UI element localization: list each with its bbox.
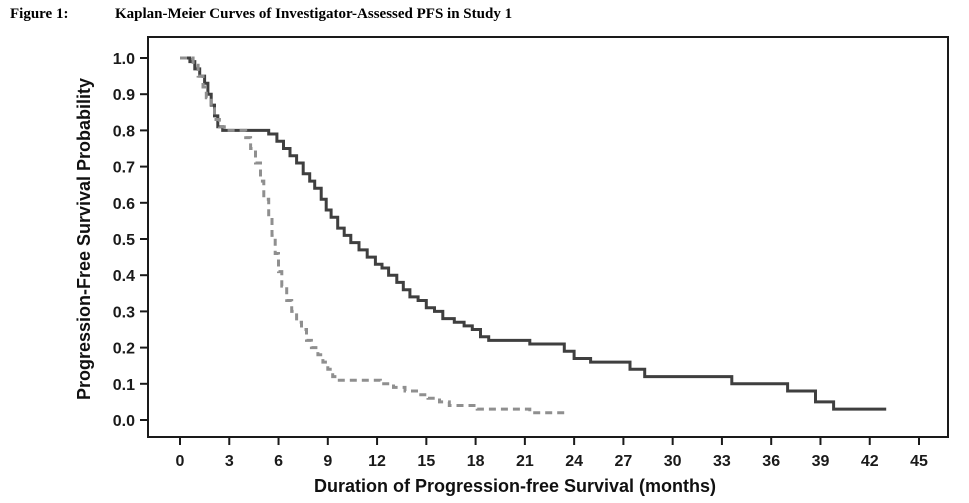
y-tick-label: 0.0 (113, 413, 135, 430)
x-tick-label: 39 (812, 453, 830, 470)
y-tick-label: 0.7 (113, 160, 135, 177)
y-tick-label: 0.4 (113, 268, 135, 285)
x-tick-label: 30 (664, 453, 682, 470)
x-tick-label: 24 (565, 453, 583, 470)
x-tick-label: 33 (713, 453, 731, 470)
x-axis-title: Duration of Progression-free Survival (m… (314, 476, 716, 496)
y-tick-label: 0.8 (113, 123, 135, 140)
x-tick-label: 15 (417, 453, 435, 470)
y-axis-title: Progression-Free Survival Probability (74, 78, 94, 400)
y-tick-label: 0.3 (113, 304, 135, 321)
x-tick-label: 45 (910, 453, 928, 470)
y-tick-label: 0.5 (113, 232, 135, 249)
figure-label: Figure 1: (10, 6, 69, 22)
x-tick-label: 18 (467, 453, 485, 470)
km-curve-dashed-arm (180, 56, 566, 415)
y-tick-label: 1.0 (113, 51, 135, 68)
y-tick-label: 0.6 (113, 196, 135, 213)
x-tick-label: 21 (516, 453, 534, 470)
x-tick-label: 12 (368, 453, 386, 470)
x-tick-label: 6 (274, 453, 283, 470)
figure-title: Kaplan-Meier Curves of Investigator-Asse… (115, 6, 513, 22)
x-tick-label: 36 (762, 453, 780, 470)
x-tick-label: 0 (176, 453, 185, 470)
y-tick-label: 0.2 (113, 341, 135, 358)
x-tick-label: 3 (225, 453, 234, 470)
y-tick-label: 0.9 (113, 87, 135, 104)
x-tick-label: 9 (323, 453, 332, 470)
figure-caption: Figure 1: Kaplan-Meier Curves of Investig… (10, 6, 512, 23)
km-curve-solid-arm (180, 56, 887, 411)
x-tick-label: 27 (615, 453, 633, 470)
x-tick-label: 42 (861, 453, 879, 470)
plot-border (147, 36, 949, 438)
y-tick-label: 0.1 (113, 377, 135, 394)
